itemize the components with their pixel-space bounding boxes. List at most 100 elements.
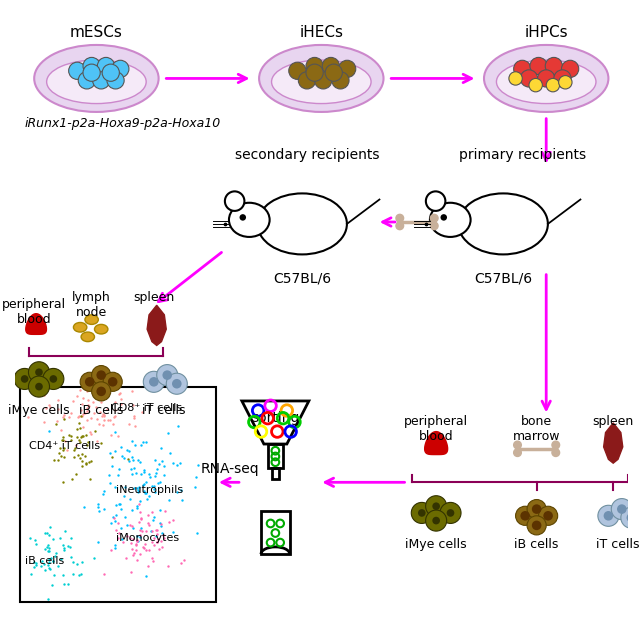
Circle shape [412,503,432,524]
Point [51,419,61,429]
Point [44,531,54,541]
Point [139,479,149,489]
Circle shape [532,521,541,530]
Ellipse shape [34,45,159,112]
Point [44,557,54,567]
Point [113,519,123,529]
Point [139,465,149,475]
Text: lymph
node: lymph node [72,291,111,319]
Point [59,580,69,590]
Point [134,482,145,492]
Point [110,411,120,421]
Point [38,417,49,427]
Point [164,495,175,505]
Point [81,459,91,469]
Polygon shape [425,432,447,455]
Circle shape [611,499,632,519]
Point [142,494,152,504]
Point [163,517,173,527]
Point [67,534,77,544]
Point [152,534,163,544]
Point [121,553,131,563]
Point [179,555,189,565]
Point [60,436,70,446]
Point [143,560,154,570]
Circle shape [166,373,188,394]
Point [110,446,120,456]
Point [79,452,90,462]
Point [145,472,156,482]
Circle shape [514,449,522,457]
Circle shape [28,376,49,397]
Point [84,474,95,484]
Point [56,425,66,435]
Point [156,456,166,466]
Point [66,552,76,562]
Circle shape [621,507,640,528]
Polygon shape [147,305,166,345]
Point [39,559,49,569]
Point [135,549,145,559]
Bar [271,468,279,480]
Point [148,556,159,566]
Point [132,501,142,511]
Text: iMye cells: iMye cells [405,538,467,551]
Circle shape [325,64,342,81]
Point [172,487,182,497]
Point [74,435,84,445]
Point [55,443,65,453]
Circle shape [43,368,64,389]
Point [44,554,54,564]
Point [110,482,120,492]
Circle shape [617,504,627,514]
Circle shape [306,64,323,81]
Point [58,452,68,462]
Point [136,407,147,417]
Point [140,539,150,549]
Point [99,486,109,496]
Ellipse shape [95,325,108,334]
Point [191,472,201,482]
Point [72,424,83,434]
Text: C57BL/6: C57BL/6 [474,272,532,285]
Circle shape [520,70,538,87]
Point [110,540,120,550]
Point [126,538,136,548]
Point [105,478,115,488]
Circle shape [83,57,100,75]
Point [175,458,185,468]
Text: iNeutrophils: iNeutrophils [116,485,182,495]
Point [115,388,125,397]
Point [42,542,52,552]
Point [76,405,86,415]
Point [99,410,109,420]
Point [86,457,96,466]
Circle shape [529,78,542,92]
Point [129,463,139,473]
Circle shape [80,372,99,391]
Point [58,414,68,424]
Circle shape [49,375,57,383]
Point [93,499,103,509]
Point [40,565,50,575]
Point [149,540,159,550]
Circle shape [35,383,43,391]
Point [136,514,146,524]
Circle shape [552,449,559,457]
Point [127,505,137,515]
Point [159,461,169,471]
Circle shape [225,192,244,211]
Point [109,542,120,552]
Point [172,460,182,470]
Point [86,429,97,439]
Point [140,488,150,498]
Point [84,401,94,411]
Point [138,542,148,552]
Point [131,539,141,549]
Point [40,402,51,412]
Point [107,452,117,462]
Point [147,552,157,562]
Polygon shape [26,313,47,335]
Point [138,480,148,490]
Point [82,415,92,425]
